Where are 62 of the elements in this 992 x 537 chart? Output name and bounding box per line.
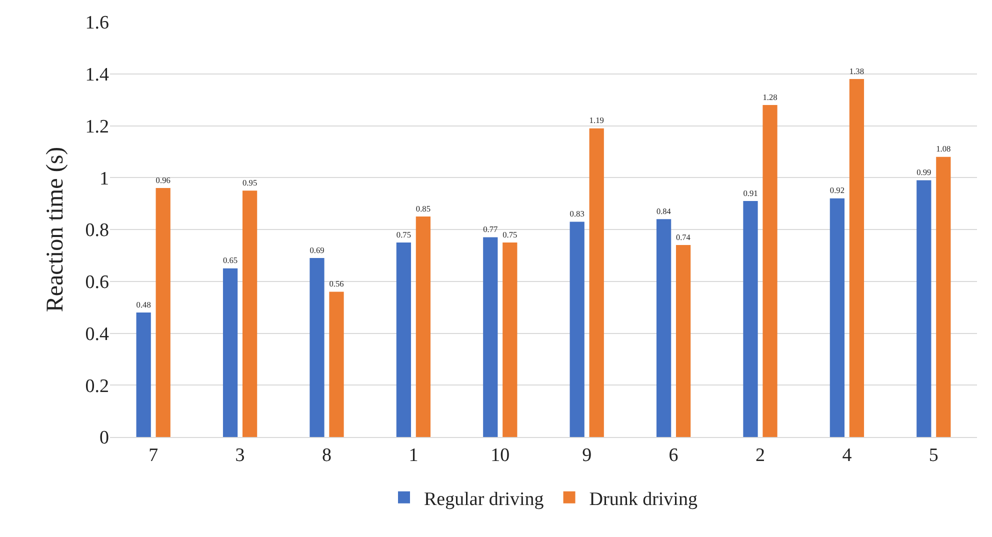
data-label: 0.95: [242, 178, 258, 188]
x-tick-label: 5: [928, 444, 938, 466]
data-label: 0.65: [222, 256, 238, 266]
y-tick-label: 1: [100, 168, 109, 190]
bar: [676, 245, 691, 437]
data-label: 0.92: [830, 186, 844, 196]
data-label: 0.75: [396, 230, 411, 240]
bar: [656, 219, 672, 437]
x-tick-label: 9: [582, 444, 592, 466]
y-axis-title: Reaction time (s): [42, 146, 68, 312]
bar: [830, 198, 845, 437]
bar: [762, 105, 778, 437]
legend-label: Drunk driving: [589, 488, 698, 510]
x-tick-label: 2: [756, 444, 765, 466]
bar: [242, 190, 258, 437]
y-tick-label: 0.8: [85, 220, 109, 242]
data-label: 1.38: [849, 66, 864, 76]
bar: [849, 79, 864, 437]
bar: [310, 258, 324, 437]
bar: [156, 188, 170, 437]
data-label: 0.85: [416, 204, 431, 214]
y-tick-label: 1.2: [85, 116, 109, 138]
y-tick-label: 1.6: [85, 12, 109, 34]
bar: [222, 268, 238, 437]
bar: [329, 292, 344, 437]
x-tick-label: 6: [668, 444, 678, 466]
x-tick-label: 3: [235, 444, 245, 466]
data-label: 0.99: [916, 168, 932, 178]
x-tick-label: 1: [408, 444, 418, 466]
data-label: 0.84: [656, 206, 671, 216]
bar: [743, 200, 758, 437]
y-tick-label: 1.4: [85, 64, 110, 86]
bar: [483, 237, 498, 437]
y-tick-label: 0.4: [85, 324, 110, 345]
x-tick-label: 8: [322, 444, 332, 466]
bar: [416, 216, 431, 437]
y-tick-label: 0.2: [85, 376, 109, 397]
data-label: 0.83: [570, 210, 584, 219]
data-label: 0.77: [483, 225, 498, 234]
data-label: 1.19: [589, 116, 604, 126]
bar: [502, 242, 518, 437]
y-tick-label: 0.6: [85, 272, 109, 294]
data-label: 0.74: [676, 232, 690, 242]
x-tick-label: 10: [490, 444, 510, 466]
data-label: 0.56: [329, 280, 344, 289]
bar: [936, 156, 951, 437]
legend-label: Regular driving: [424, 488, 544, 510]
data-label: 0.48: [136, 300, 151, 310]
x-tick-label: 4: [842, 444, 852, 466]
bar: [589, 128, 604, 437]
data-label: 0.75: [502, 230, 518, 240]
data-label: 1.28: [762, 92, 778, 102]
bar: [916, 180, 932, 437]
bar: [570, 222, 584, 437]
y-tick-label: 0: [100, 428, 109, 449]
data-label: 0.69: [310, 246, 324, 255]
data-label: 0.96: [156, 176, 170, 185]
x-tick-label: 7: [148, 444, 158, 466]
data-label: 1.08: [936, 144, 951, 154]
bar: [396, 242, 412, 437]
data-label: 0.91: [743, 188, 758, 198]
bar: [136, 312, 151, 437]
